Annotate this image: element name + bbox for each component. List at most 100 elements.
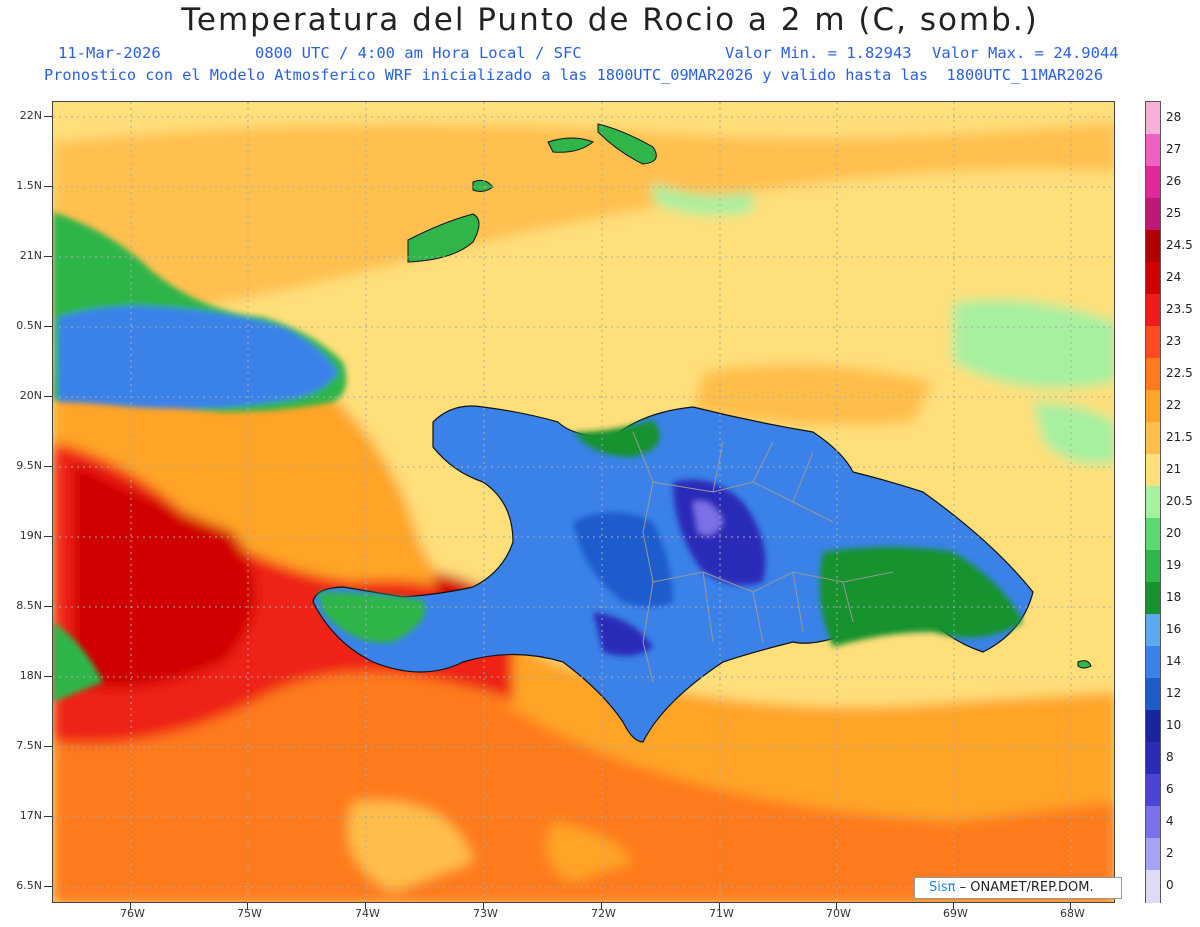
colorbar-segment bbox=[1146, 742, 1160, 775]
lon-tick bbox=[483, 903, 484, 909]
lat-tick bbox=[44, 396, 52, 397]
lon-tick bbox=[601, 903, 602, 909]
colorbar-segment bbox=[1146, 870, 1160, 903]
colorbar-label: 6 bbox=[1166, 782, 1174, 796]
forecast-time: 0800 UTC / 4:00 am Hora Local / SFC bbox=[255, 44, 582, 62]
cuba-land bbox=[53, 212, 347, 702]
colorbar-segment bbox=[1146, 262, 1160, 295]
colorbar-segment bbox=[1146, 230, 1160, 263]
lat-tick bbox=[44, 186, 52, 187]
lat-label: 19N bbox=[19, 529, 42, 542]
colorbar-label: 22.5 bbox=[1166, 366, 1193, 380]
lon-tick bbox=[719, 903, 720, 909]
lat-label: 22N bbox=[19, 109, 42, 122]
colorbar-label: 26 bbox=[1166, 174, 1182, 188]
lon-label: 71W bbox=[709, 907, 734, 920]
dewpoint-map bbox=[52, 101, 1115, 903]
colorbar-segment bbox=[1146, 774, 1160, 807]
lat-label: 17N bbox=[19, 809, 42, 822]
colorbar-label: 19 bbox=[1166, 558, 1182, 572]
lat-tick bbox=[44, 886, 52, 887]
lat-label: 18N bbox=[19, 669, 42, 682]
lat-tick bbox=[44, 606, 52, 607]
colorbar-label: 2 bbox=[1166, 846, 1174, 860]
colorbar-segment bbox=[1146, 358, 1160, 391]
lat-tick bbox=[44, 746, 52, 747]
colorbar-segment bbox=[1146, 710, 1160, 743]
colorbar-label: 20 bbox=[1166, 526, 1182, 540]
colorbar-label: 0 bbox=[1166, 878, 1174, 892]
lon-label: 70W bbox=[826, 907, 851, 920]
value-min: Valor Min. = 1.82943 bbox=[725, 44, 912, 62]
colorbar-segment bbox=[1146, 838, 1160, 871]
colorbar-segment bbox=[1146, 806, 1160, 839]
lat-tick bbox=[44, 326, 52, 327]
colorbar-segment bbox=[1146, 390, 1160, 423]
lat-tick bbox=[44, 816, 52, 817]
lon-tick bbox=[130, 903, 131, 909]
lon-tick bbox=[365, 903, 366, 909]
colorbar-label: 27 bbox=[1166, 142, 1182, 156]
colorbar-segment bbox=[1146, 102, 1160, 135]
lon-tick bbox=[836, 903, 837, 909]
lat-label: 7.5N bbox=[16, 739, 42, 752]
lon-label: 73W bbox=[473, 907, 498, 920]
lon-tick bbox=[247, 903, 248, 909]
colorbar-segment bbox=[1146, 550, 1160, 583]
lon-label: 69W bbox=[943, 907, 968, 920]
colorbar-label: 14 bbox=[1166, 654, 1182, 668]
colorbar-label: 28 bbox=[1166, 110, 1182, 124]
model-info: Pronostico con el Modelo Atmosferico WRF… bbox=[44, 66, 1104, 84]
lat-label: 20N bbox=[19, 389, 42, 402]
colorbar-label: 24.5 bbox=[1166, 238, 1193, 252]
colorbar-segment bbox=[1146, 166, 1160, 199]
colorbar-segment bbox=[1146, 454, 1160, 487]
colorbar-label: 24 bbox=[1166, 270, 1182, 284]
lon-label: 74W bbox=[355, 907, 380, 920]
credit-text: – ONAMET/REP.DOM. bbox=[959, 880, 1094, 895]
grid bbox=[53, 102, 1114, 902]
lat-label: 21N bbox=[19, 249, 42, 262]
colorbar-label: 22 bbox=[1166, 398, 1182, 412]
credit-brand: Sisπ bbox=[929, 880, 956, 895]
colorbar-segment bbox=[1146, 518, 1160, 551]
lon-label: 75W bbox=[237, 907, 262, 920]
lat-label: 6.5N bbox=[16, 879, 42, 892]
colorbar-segment bbox=[1146, 326, 1160, 359]
lon-label: 72W bbox=[591, 907, 616, 920]
colorbar-label: 21 bbox=[1166, 462, 1182, 476]
value-max: Valor Max. = 24.9044 bbox=[932, 44, 1119, 62]
colorbar-segment bbox=[1146, 678, 1160, 711]
lat-label: 9.5N bbox=[16, 459, 42, 472]
colorbar-label: 12 bbox=[1166, 686, 1182, 700]
colorbar-segment bbox=[1146, 614, 1160, 647]
credit-box: Sisπ – ONAMET/REP.DOM. bbox=[914, 877, 1122, 899]
colorbar-label: 25 bbox=[1166, 206, 1182, 220]
colorbar-segment bbox=[1146, 422, 1160, 455]
lat-tick bbox=[44, 116, 52, 117]
colorbar bbox=[1145, 101, 1161, 903]
colorbar-segment bbox=[1146, 134, 1160, 167]
colorbar-segment bbox=[1146, 198, 1160, 231]
colorbar-label: 23.5 bbox=[1166, 302, 1193, 316]
lon-label: 76W bbox=[120, 907, 145, 920]
lat-tick bbox=[44, 676, 52, 677]
colorbar-label: 18 bbox=[1166, 590, 1182, 604]
lat-label: 1.5N bbox=[16, 179, 42, 192]
colorbar-label: 21.5 bbox=[1166, 430, 1193, 444]
lat-tick bbox=[44, 466, 52, 467]
lon-label: 68W bbox=[1060, 907, 1085, 920]
lat-label: 8.5N bbox=[16, 599, 42, 612]
colorbar-segment bbox=[1146, 294, 1160, 327]
colorbar-label: 20.5 bbox=[1166, 494, 1193, 508]
forecast-date: 11-Mar-2026 bbox=[58, 44, 161, 62]
hispaniola-land bbox=[312, 405, 1034, 743]
colorbar-segment bbox=[1146, 646, 1160, 679]
colorbar-label: 4 bbox=[1166, 814, 1174, 828]
colorbar-label: 23 bbox=[1166, 334, 1182, 348]
colorbar-label: 16 bbox=[1166, 622, 1182, 636]
colorbar-label: 8 bbox=[1166, 750, 1174, 764]
lat-tick bbox=[44, 536, 52, 537]
lat-label: 0.5N bbox=[16, 319, 42, 332]
islands bbox=[407, 123, 1092, 669]
